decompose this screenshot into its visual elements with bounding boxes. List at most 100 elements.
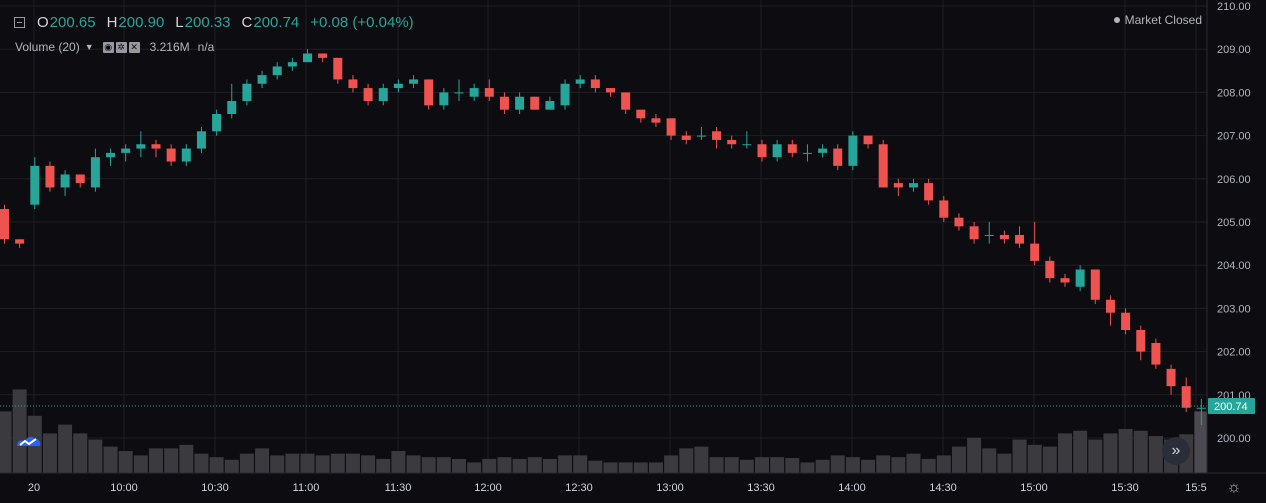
candle-body xyxy=(1151,342,1161,365)
volume-bar xyxy=(300,453,315,473)
volume-bar xyxy=(770,457,785,473)
candle-body xyxy=(272,66,282,76)
candle-body xyxy=(499,96,509,110)
candle-body xyxy=(575,79,585,84)
ohlc-legend: O 200.65 H 200.90 L 200.33 C 200.74 +0.0… xyxy=(14,11,425,33)
candle-body xyxy=(606,88,615,93)
volume-bar xyxy=(800,462,815,473)
candle-body xyxy=(424,79,434,106)
volume-bar xyxy=(406,455,421,473)
time-tick-label: 15:5 xyxy=(1185,482,1206,494)
open-value: 200.65 xyxy=(49,13,96,31)
volume-bar xyxy=(1118,429,1133,473)
volume-bar xyxy=(1058,433,1072,473)
candle-body xyxy=(636,109,646,119)
volume-bars xyxy=(0,389,1209,473)
volume-bar xyxy=(255,448,270,473)
volume-bar xyxy=(179,444,194,473)
volume-bar xyxy=(1103,433,1118,473)
change-value: +0.08 (+0.04%) xyxy=(310,13,414,31)
gear-icon[interactable]: ☼ xyxy=(1226,479,1242,496)
low-label: L xyxy=(175,13,184,31)
candle-body xyxy=(303,53,312,63)
eye-icon[interactable]: ◉ xyxy=(102,41,114,53)
candle-body xyxy=(409,79,419,84)
time-tick-label: 13:30 xyxy=(747,482,775,494)
price-tick-label: 208.00 xyxy=(1217,87,1251,99)
volume-bar xyxy=(88,439,103,473)
volume-bar xyxy=(603,462,618,473)
time-axis[interactable] xyxy=(0,473,1266,503)
time-tick-label: 12:00 xyxy=(474,482,502,494)
candle-body xyxy=(696,135,706,137)
candle-body xyxy=(1075,269,1085,287)
market-status-label: Market Closed xyxy=(1124,13,1202,27)
open-label: O xyxy=(37,13,49,31)
volume-bar xyxy=(1042,446,1057,473)
candle-body xyxy=(363,88,373,102)
price-tick-label: 210.00 xyxy=(1217,1,1251,13)
price-axis[interactable] xyxy=(1207,0,1266,503)
gear-icon[interactable]: ✲ xyxy=(115,41,127,53)
price-tick-label: 206.00 xyxy=(1217,174,1251,186)
volume-ma-value: n/a xyxy=(197,40,215,54)
candle-body xyxy=(712,131,722,140)
time-tick-label: 10:00 xyxy=(110,482,138,494)
close-icon[interactable]: ✕ xyxy=(128,41,140,53)
candle-body xyxy=(969,226,979,240)
volume-bar xyxy=(558,455,573,473)
volume-bar xyxy=(921,458,936,473)
candle-body xyxy=(90,157,100,188)
candle-body xyxy=(181,148,191,162)
volume-bar xyxy=(270,455,285,473)
volume-bar xyxy=(209,457,224,473)
time-tick-label: 15:00 xyxy=(1020,482,1048,494)
time-tick-label: 15:30 xyxy=(1111,482,1139,494)
candle-body xyxy=(999,234,1009,240)
volume-bar xyxy=(709,457,724,473)
volume-bar xyxy=(315,455,330,473)
candle-body xyxy=(378,88,388,102)
volume-bar xyxy=(194,453,209,473)
volume-indicator-legend[interactable]: Volume (20) ▼ ◉ ✲ ✕ 3.216M n/a xyxy=(15,38,214,56)
volume-bar xyxy=(164,448,179,473)
close-label: C xyxy=(241,13,253,31)
volume-bar xyxy=(527,457,542,473)
tradingview-logo-icon[interactable] xyxy=(14,429,42,453)
candle-body xyxy=(393,83,403,89)
candle-body xyxy=(1045,260,1055,279)
time-tick-label: 14:00 xyxy=(838,482,866,494)
volume-bar xyxy=(785,458,800,473)
volume-bar xyxy=(0,411,12,473)
chevron-down-icon[interactable]: ▼ xyxy=(84,42,94,52)
candle-body xyxy=(1136,330,1146,352)
volume-bar xyxy=(633,462,648,473)
price-tick-label: 202.00 xyxy=(1217,347,1251,359)
candle-body xyxy=(333,57,343,80)
candle-body xyxy=(15,239,25,244)
time-tick-label: 11:00 xyxy=(293,482,320,494)
volume-bar xyxy=(482,458,497,473)
volume-bar xyxy=(936,455,951,473)
volume-indicator-label[interactable]: Volume (20) xyxy=(15,40,80,54)
volume-bar xyxy=(679,448,694,473)
volume-bar xyxy=(1027,444,1042,473)
volume-bar xyxy=(1012,439,1027,473)
collapse-legend-icon[interactable] xyxy=(14,16,25,28)
volume-bar xyxy=(118,451,133,473)
last-price-label: 200.74 xyxy=(1214,401,1248,413)
volume-bar xyxy=(861,459,876,473)
volume-bar xyxy=(224,459,239,473)
candle-body xyxy=(1105,299,1115,313)
double-chevron-right-icon[interactable]: » xyxy=(1162,437,1190,465)
volume-bar xyxy=(512,458,527,473)
candle-body xyxy=(560,83,570,106)
time-tick-label: 11:30 xyxy=(385,482,412,494)
candle-body xyxy=(30,165,40,205)
candle-body xyxy=(515,96,525,110)
volume-bar xyxy=(58,424,73,473)
price-tick-label: 207.00 xyxy=(1217,131,1251,143)
price-tick-label: 203.00 xyxy=(1217,303,1251,315)
